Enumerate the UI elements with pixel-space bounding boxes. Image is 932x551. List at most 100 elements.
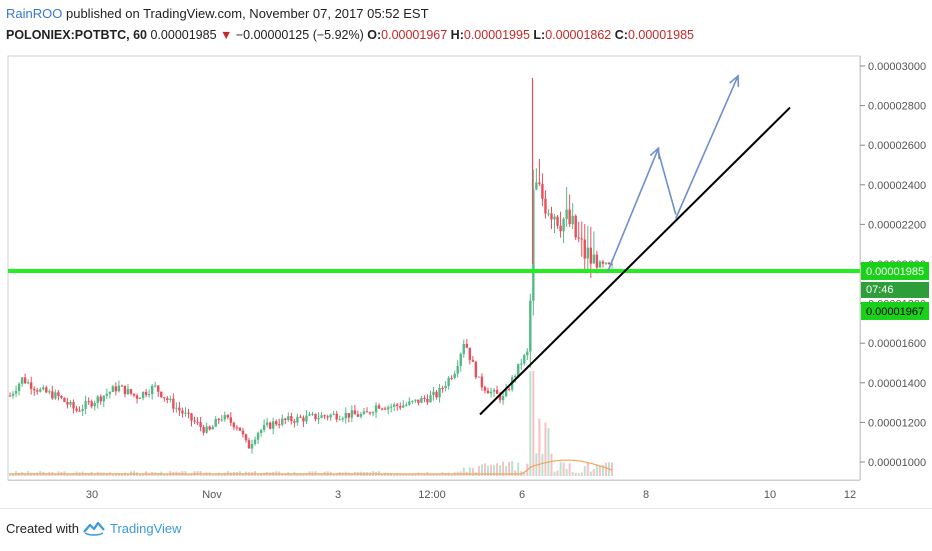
x-tick-label: 12:00 <box>418 489 446 501</box>
volume-bar <box>574 472 577 476</box>
x-tick-label: 12 <box>844 489 856 501</box>
volume-bar <box>556 470 559 476</box>
volume-bar <box>604 462 607 476</box>
published-text: published on TradingView.com, November 0… <box>65 6 429 21</box>
volume-bar <box>320 473 323 476</box>
volume-bar <box>499 465 502 476</box>
open-price-tag <box>861 301 929 320</box>
volume-bar <box>496 463 499 476</box>
symbol-label[interactable]: POLONIEX:POTBTC, 60 <box>6 28 147 42</box>
candle-body <box>57 392 60 396</box>
candle-body <box>232 422 236 428</box>
candle-body <box>84 401 87 410</box>
volume-bar <box>12 473 15 476</box>
volume-bar <box>142 473 145 476</box>
candle-body <box>102 395 105 402</box>
candle-body <box>181 410 184 414</box>
candle-body <box>377 405 381 409</box>
volume-bar <box>538 418 541 476</box>
price-axis[interactable]: 0.00001000 0.00001200 0.00001400 0.00001600… <box>860 61 926 469</box>
y-tick-label: 0.00002200 <box>868 219 926 231</box>
candle-body <box>556 216 559 226</box>
current-price-tag-text: 0.00001985 <box>866 266 924 278</box>
candle-body <box>402 405 405 408</box>
candle-body <box>290 416 293 422</box>
candle-body <box>36 390 39 392</box>
volume-bar <box>402 473 405 476</box>
candle-body <box>14 390 18 394</box>
author-link[interactable]: RainROO <box>6 6 63 21</box>
volume-bar <box>290 473 293 476</box>
tradingview-brand-link[interactable]: TradingView <box>110 521 182 536</box>
candle-body <box>138 397 142 399</box>
projection-arrowhead <box>729 74 740 87</box>
time-axis[interactable]: 30 Nov 3 12:00 6 8 10 12 <box>8 480 860 502</box>
candle-body <box>205 426 208 433</box>
candle-body <box>465 343 468 348</box>
trendline <box>479 106 791 416</box>
volume-bar <box>480 464 483 476</box>
volume-bar <box>571 472 574 476</box>
low-value: 0.00001862 <box>545 28 612 42</box>
volume-bar <box>586 462 589 476</box>
candle-body <box>229 417 233 423</box>
candle-body <box>160 391 163 398</box>
candle-body <box>471 359 475 362</box>
candle-body <box>462 343 465 354</box>
candle-body <box>565 209 568 219</box>
volume-bar <box>583 466 586 476</box>
candle-body <box>184 412 187 414</box>
volume-bar <box>517 462 520 476</box>
candle-body <box>580 238 583 240</box>
candle-body <box>498 393 502 401</box>
volume-bar <box>284 473 287 476</box>
close-label: C: <box>614 28 628 42</box>
candle-body <box>492 389 496 392</box>
volume-bar <box>595 464 598 476</box>
candle-body <box>368 412 372 414</box>
volume-bar <box>202 473 205 476</box>
candle-body <box>129 389 133 394</box>
candle-body <box>423 397 426 399</box>
candle-body <box>314 413 317 420</box>
y-tick-label: 0.00002800 <box>868 101 926 113</box>
price-tags: 0.00001985 07:46 0.00001967 <box>861 261 929 320</box>
candle-body <box>96 396 99 403</box>
projection-arrow-segment <box>657 151 677 215</box>
candle-body <box>477 376 481 378</box>
candle-body <box>17 383 21 391</box>
volume-bar <box>350 473 353 476</box>
created-with-label: Created with <box>6 521 79 536</box>
volume-bar <box>120 473 123 476</box>
candle-body <box>389 406 393 408</box>
candle-body <box>51 391 54 399</box>
candle-body <box>147 394 151 396</box>
tradingview-cloud-icon[interactable] <box>82 518 106 538</box>
candle-body <box>562 218 565 232</box>
projection-arrow-segment <box>607 147 660 272</box>
volume-bar <box>126 473 129 476</box>
volume-bar <box>281 473 284 476</box>
volume-bar <box>502 461 505 476</box>
candle-body <box>208 426 211 430</box>
candle-body <box>169 398 172 400</box>
candle-body <box>595 254 599 268</box>
candle-body <box>211 426 214 430</box>
candle-body <box>238 427 242 431</box>
candle-body <box>132 393 136 396</box>
volume-bar <box>405 473 408 476</box>
plot-border <box>7 55 861 481</box>
volume-bar <box>54 473 57 476</box>
candle-body <box>11 393 15 396</box>
candle-body <box>559 225 562 232</box>
volume-bar <box>241 473 244 476</box>
volume-bar <box>493 465 496 476</box>
x-tick-label: 10 <box>764 489 776 501</box>
candle-body <box>447 377 450 386</box>
candle-body <box>275 421 278 425</box>
volume-bar <box>444 473 447 476</box>
candle-body <box>480 376 484 388</box>
candle-body <box>223 415 226 420</box>
candle-body <box>598 261 602 268</box>
